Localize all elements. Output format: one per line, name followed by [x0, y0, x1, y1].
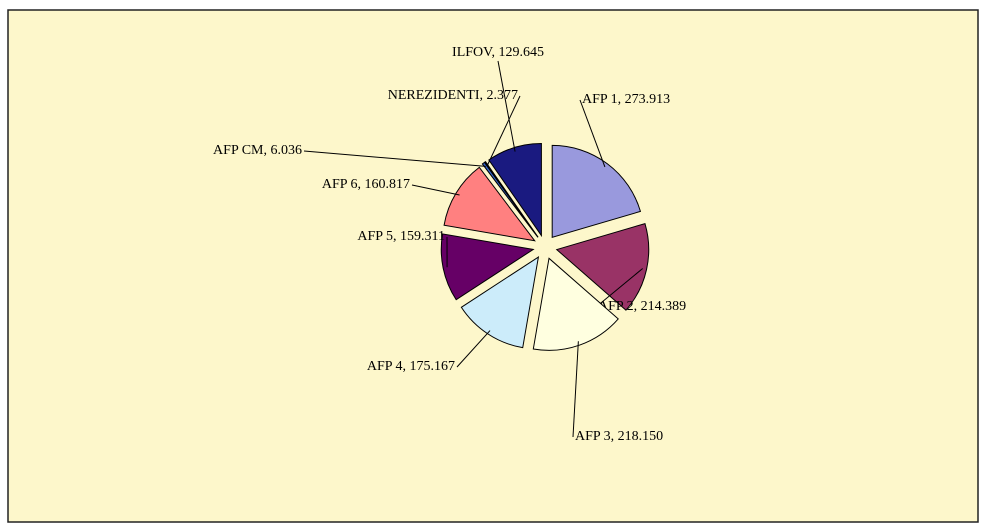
leader-line: [497, 60, 516, 152]
data-label: AFP 4, 175.167: [367, 359, 455, 374]
leader-line: [456, 330, 491, 368]
leader-line: [595, 268, 643, 308]
data-label: AFP 6, 160.817: [322, 177, 410, 192]
pie-slice: [484, 160, 539, 238]
data-label: AFP 3, 218.150: [575, 429, 663, 444]
leader-line: [411, 184, 460, 196]
leader-line: [572, 341, 579, 438]
data-label: NEREZIDENTI, 2.377: [388, 88, 518, 103]
leader-line: [486, 95, 521, 166]
data-label: AFP CM, 6.036: [213, 143, 302, 158]
pie-slice: [443, 166, 536, 242]
pie-slice: [551, 144, 642, 239]
data-label: AFP 2, 214.389: [598, 299, 686, 314]
pie-slice: [460, 255, 540, 349]
leader-line: [579, 99, 606, 168]
leader-line: [303, 150, 486, 167]
data-label: ILFOV, 129.645: [452, 45, 544, 60]
pie-slice: [555, 222, 650, 311]
pie-slice: [532, 257, 619, 351]
data-label: AFP 1, 273.913: [582, 92, 670, 107]
pie-slice: [440, 233, 535, 301]
data-label: AFP 5, 159.311: [357, 229, 445, 244]
